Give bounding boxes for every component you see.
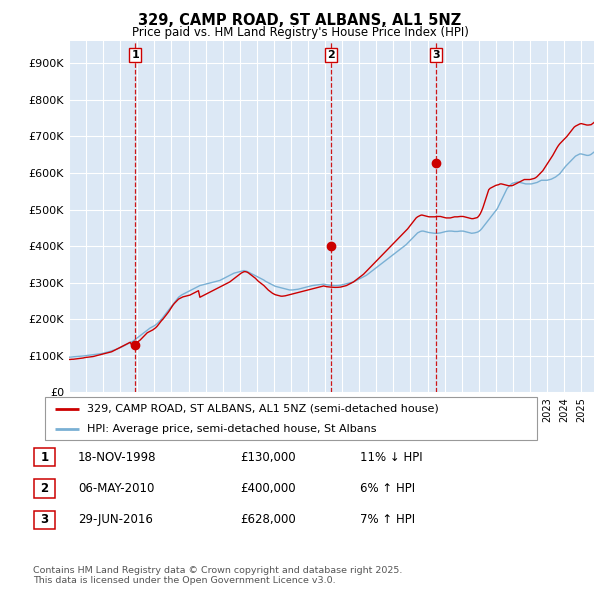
Text: 6% ↑ HPI: 6% ↑ HPI (360, 482, 415, 495)
Text: £628,000: £628,000 (240, 513, 296, 526)
Text: HPI: Average price, semi-detached house, St Albans: HPI: Average price, semi-detached house,… (87, 424, 376, 434)
Text: £400,000: £400,000 (240, 482, 296, 495)
FancyBboxPatch shape (34, 448, 55, 466)
Text: Contains HM Land Registry data © Crown copyright and database right 2025.
This d: Contains HM Land Registry data © Crown c… (33, 566, 403, 585)
FancyBboxPatch shape (34, 480, 55, 497)
Text: 3: 3 (40, 513, 49, 526)
Text: 329, CAMP ROAD, ST ALBANS, AL1 5NZ: 329, CAMP ROAD, ST ALBANS, AL1 5NZ (139, 13, 461, 28)
Text: 18-NOV-1998: 18-NOV-1998 (78, 451, 157, 464)
FancyBboxPatch shape (34, 511, 55, 529)
Text: 7% ↑ HPI: 7% ↑ HPI (360, 513, 415, 526)
Text: 2: 2 (327, 50, 335, 60)
Text: 1: 1 (131, 50, 139, 60)
Text: £130,000: £130,000 (240, 451, 296, 464)
Text: Price paid vs. HM Land Registry's House Price Index (HPI): Price paid vs. HM Land Registry's House … (131, 26, 469, 39)
Text: 06-MAY-2010: 06-MAY-2010 (78, 482, 154, 495)
Text: 1: 1 (40, 451, 49, 464)
Text: 329, CAMP ROAD, ST ALBANS, AL1 5NZ (semi-detached house): 329, CAMP ROAD, ST ALBANS, AL1 5NZ (semi… (87, 404, 439, 414)
Text: 3: 3 (432, 50, 440, 60)
FancyBboxPatch shape (45, 397, 537, 440)
Text: 2: 2 (40, 482, 49, 495)
Text: 29-JUN-2016: 29-JUN-2016 (78, 513, 153, 526)
Text: 11% ↓ HPI: 11% ↓ HPI (360, 451, 422, 464)
